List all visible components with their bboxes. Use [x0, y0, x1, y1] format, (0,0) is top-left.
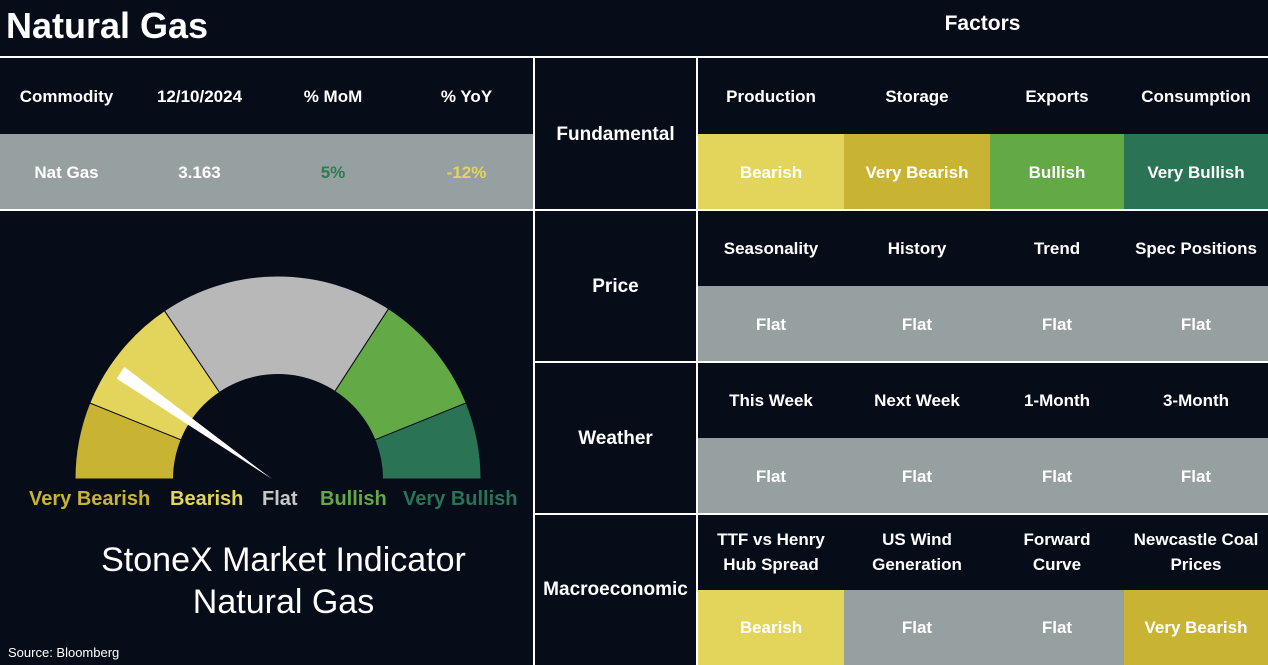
- factor-value-3-month: Flat: [1124, 438, 1268, 514]
- gauge-label-bullish: Bullish: [320, 488, 387, 510]
- factor-value-consumption: Very Bullish: [1124, 134, 1268, 210]
- factor-value-seasonality: Flat: [698, 286, 844, 362]
- factor-value-storage: Very Bearish: [844, 134, 990, 210]
- header-date: 12/10/2024: [156, 86, 243, 106]
- gauge-needle: [116, 366, 272, 479]
- factor-header-forward-curve: Forward Curve: [1023, 530, 1091, 574]
- factor-header-spec-positions: Spec Positions: [1135, 238, 1257, 258]
- commodity-mom: 5%: [320, 162, 346, 182]
- factor-value-us-wind: Flat: [844, 590, 990, 665]
- factor-header-consumption: Consumption: [1141, 86, 1251, 106]
- header-commodity: Commodity: [19, 86, 114, 106]
- divider: [533, 513, 1268, 515]
- factor-value-1-month: Flat: [990, 438, 1124, 514]
- commodity-name: Nat Gas: [34, 162, 99, 182]
- indicator-title-line1: StoneX Market Indicator: [101, 541, 466, 579]
- divider: [533, 56, 535, 665]
- factor-header-exports: Exports: [1025, 86, 1089, 106]
- commodity-table: Commodity 12/10/2024 % MoM % YoY Nat Gas…: [0, 58, 533, 210]
- category-fundamental: Fundamental: [556, 123, 675, 145]
- divider: [696, 56, 698, 665]
- factor-header-history: History: [887, 238, 947, 258]
- indicator-title-line2: Natural Gas: [192, 583, 375, 621]
- commodity-yoy: -12%: [446, 162, 487, 182]
- divider: [533, 361, 1268, 363]
- gauge-label-bearish: Bearish: [170, 488, 244, 510]
- factor-value-ttf-spread: Bearish: [698, 590, 844, 665]
- gauge-label-very-bullish: Very Bullish: [403, 488, 518, 510]
- factor-header-us-wind: US Wind Generation: [872, 530, 962, 574]
- divider: [0, 209, 1268, 211]
- factor-header-3-month: 3-Month: [1162, 390, 1230, 410]
- factor-header-1-month: 1-Month: [1023, 390, 1091, 410]
- page-title: Natural Gas: [6, 5, 209, 46]
- sentiment-gauge: [74, 275, 482, 485]
- factor-value-trend: Flat: [990, 286, 1124, 362]
- factor-header-seasonality: Seasonality: [723, 238, 819, 258]
- divider: [0, 56, 1268, 58]
- factor-value-exports: Bullish: [990, 134, 1124, 210]
- indicator-title: StoneX Market Indicator Natural Gas: [0, 539, 567, 623]
- factors-title: Factors: [944, 12, 1021, 35]
- factor-value-history: Flat: [844, 286, 990, 362]
- factor-header-trend: Trend: [1033, 238, 1081, 258]
- factor-value-next-week: Flat: [844, 438, 990, 514]
- gauge-hub: [173, 374, 383, 485]
- gauge-label-flat: Flat: [262, 488, 298, 510]
- category-price: Price: [592, 275, 639, 297]
- factor-header-this-week: This Week: [729, 390, 813, 410]
- factor-header-production: Production: [726, 86, 816, 106]
- category-weather: Weather: [578, 427, 653, 449]
- factor-header-next-week: Next Week: [874, 390, 960, 410]
- commodity-row: [0, 134, 533, 210]
- factors-grid: Fundamental Production Storage Exports C…: [535, 58, 1268, 665]
- source-note: Source: Bloomberg: [8, 645, 120, 660]
- factor-value-production: Bearish: [698, 134, 844, 210]
- factor-header-newcastle-coal: Newcastle Coal Prices: [1133, 530, 1259, 574]
- commodity-price: 3.163: [178, 162, 221, 182]
- header-mom: % MoM: [303, 86, 363, 106]
- category-macroeconomic: Macroeconomic: [543, 579, 688, 600]
- gauge-label-very-bearish: Very Bearish: [29, 488, 151, 510]
- factor-header-storage: Storage: [885, 86, 949, 106]
- header-yoy: % YoY: [440, 86, 493, 106]
- factor-header-ttf-spread: TTF vs Henry Hub Spread: [717, 530, 825, 574]
- factor-value-newcastle-coal: Very Bearish: [1124, 590, 1268, 665]
- factor-value-forward-curve: Flat: [990, 590, 1124, 665]
- factor-value-this-week: Flat: [698, 438, 844, 514]
- factor-value-spec-positions: Flat: [1124, 286, 1268, 362]
